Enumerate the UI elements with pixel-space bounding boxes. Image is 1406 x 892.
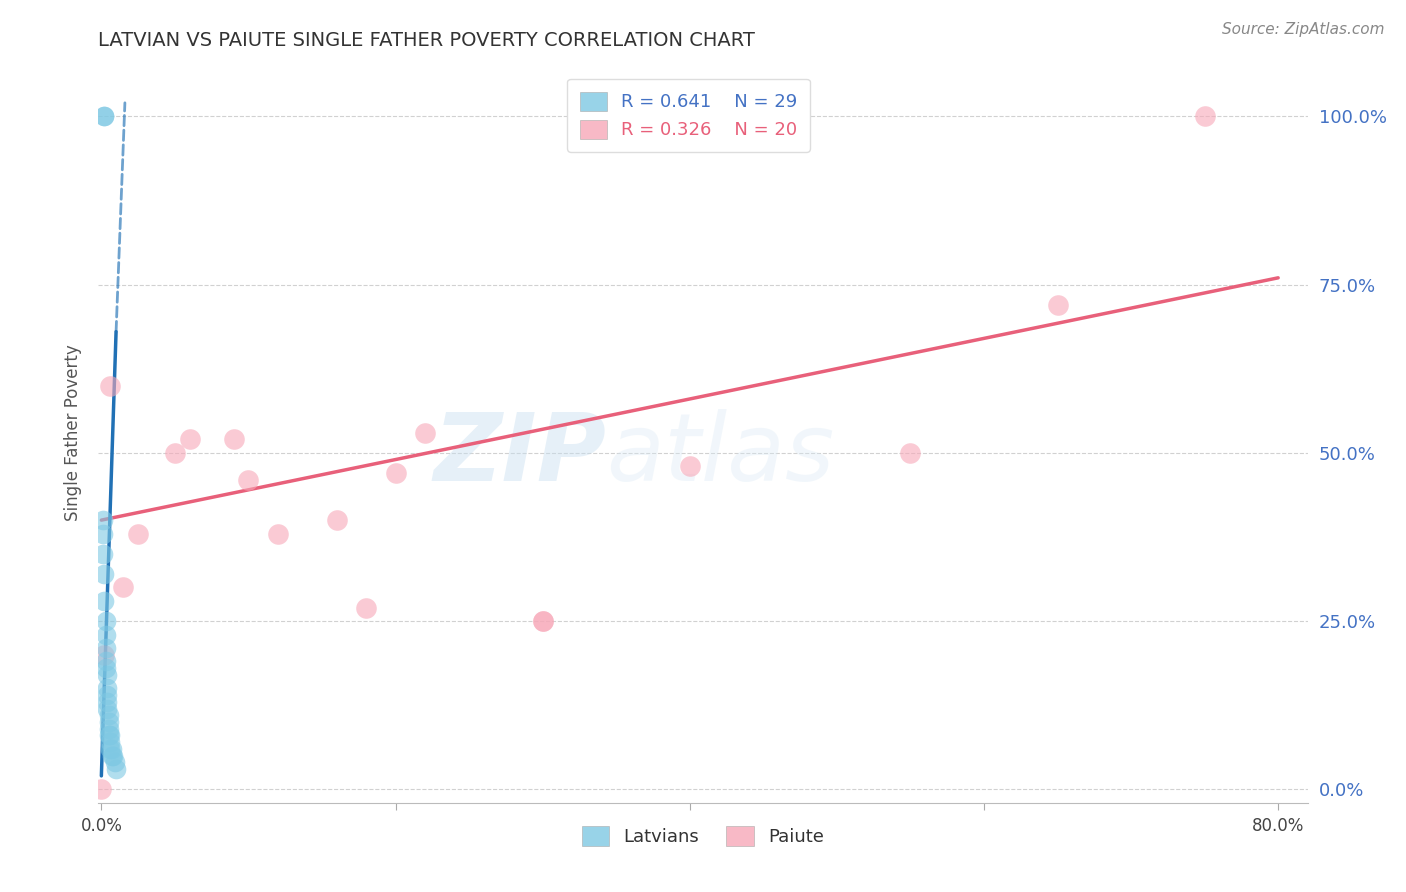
Point xyxy=(96,701,118,715)
Point xyxy=(413,425,436,440)
Point xyxy=(354,600,377,615)
Point xyxy=(96,688,118,702)
Point xyxy=(101,748,124,763)
Point xyxy=(325,513,347,527)
Point xyxy=(96,695,118,709)
Point xyxy=(531,614,554,628)
Point xyxy=(1046,298,1069,312)
Point xyxy=(94,661,117,675)
Point xyxy=(163,446,186,460)
Point xyxy=(1194,109,1216,123)
Point xyxy=(179,433,201,447)
Point xyxy=(238,473,260,487)
Point xyxy=(531,614,554,628)
Point xyxy=(94,655,117,669)
Point xyxy=(100,742,122,756)
Point xyxy=(98,378,121,392)
Point xyxy=(98,735,121,749)
Point xyxy=(97,708,120,723)
Point xyxy=(93,109,115,123)
Point xyxy=(679,459,702,474)
Point xyxy=(267,526,290,541)
Point xyxy=(93,566,115,581)
Point xyxy=(105,762,128,776)
Point xyxy=(98,742,121,756)
Point xyxy=(96,668,118,682)
Point xyxy=(91,526,114,541)
Point xyxy=(222,433,245,447)
Point xyxy=(104,756,127,770)
Point xyxy=(127,526,149,541)
Point xyxy=(384,466,406,480)
Text: LATVIAN VS PAIUTE SINGLE FATHER POVERTY CORRELATION CHART: LATVIAN VS PAIUTE SINGLE FATHER POVERTY … xyxy=(98,31,755,50)
Point xyxy=(91,547,114,561)
Point xyxy=(100,748,122,763)
Point xyxy=(98,729,121,743)
Legend: Latvians, Paiute: Latvians, Paiute xyxy=(575,819,831,853)
Point xyxy=(97,714,120,729)
Point xyxy=(93,648,115,662)
Point xyxy=(900,446,922,460)
Point xyxy=(91,513,114,527)
Text: atlas: atlas xyxy=(606,409,835,500)
Point xyxy=(90,782,112,797)
Point xyxy=(97,722,120,736)
Text: ZIP: ZIP xyxy=(433,409,606,500)
Y-axis label: Single Father Poverty: Single Father Poverty xyxy=(65,344,83,521)
Point xyxy=(93,594,115,608)
Point xyxy=(97,729,120,743)
Point xyxy=(94,640,117,655)
Point xyxy=(93,109,115,123)
Point xyxy=(96,681,118,696)
Point xyxy=(112,581,135,595)
Text: Source: ZipAtlas.com: Source: ZipAtlas.com xyxy=(1222,22,1385,37)
Point xyxy=(94,614,117,628)
Point xyxy=(94,627,117,641)
